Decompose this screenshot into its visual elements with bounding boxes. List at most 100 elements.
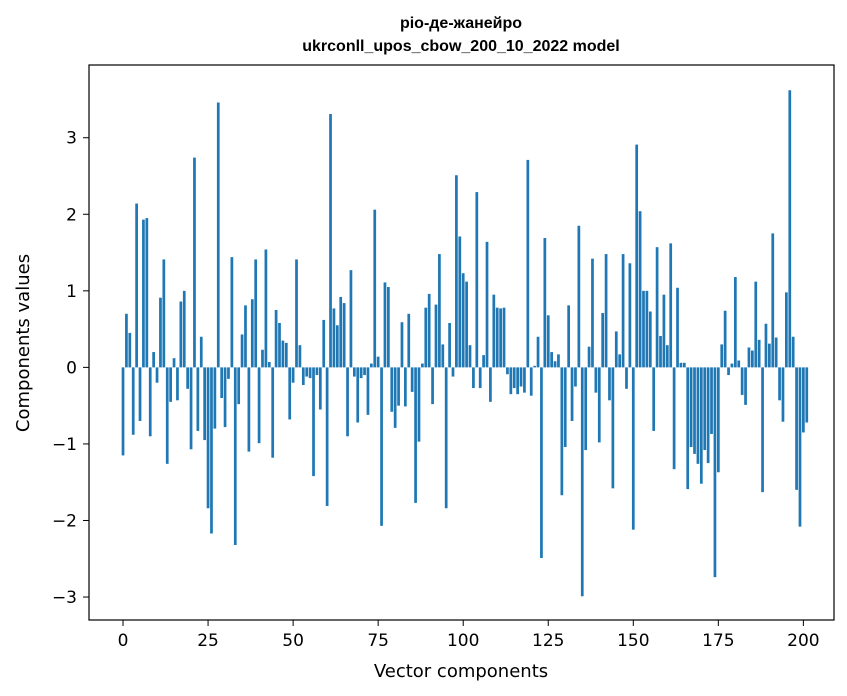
bar-169 — [696, 367, 700, 464]
bar-52 — [298, 345, 302, 368]
bar-183 — [744, 367, 747, 405]
bar-54 — [305, 367, 309, 377]
x-tick-label: 150 — [617, 631, 649, 651]
bar-179 — [730, 363, 734, 368]
bar-79 — [390, 367, 394, 412]
bar-103 — [472, 367, 475, 389]
bar-120 — [529, 367, 533, 396]
bar-22 — [196, 367, 200, 431]
bar-86 — [414, 367, 417, 503]
x-axis-ticks: 0 25 50 75 100 125 150 175 200 — [118, 620, 820, 651]
bar-133 — [574, 367, 577, 387]
bar-95 — [444, 367, 448, 509]
bar-87 — [417, 367, 421, 442]
bar-40 — [257, 367, 261, 444]
x-tick-label: 0 — [118, 631, 129, 651]
bar-184 — [747, 347, 751, 368]
bar-116 — [516, 367, 519, 395]
bar-112 — [502, 307, 506, 368]
bar-152 — [638, 211, 642, 368]
bar-45 — [274, 309, 278, 368]
bar-80 — [393, 367, 397, 428]
bar-7 — [145, 218, 149, 368]
bar-4 — [135, 203, 138, 368]
bar-13 — [165, 367, 169, 464]
bar-81 — [397, 367, 400, 406]
bar-115 — [512, 367, 516, 389]
x-tick-label: 200 — [787, 631, 819, 651]
bar-43 — [267, 362, 271, 368]
bars-group — [121, 90, 809, 597]
bar-187 — [757, 339, 761, 368]
bar-15 — [172, 358, 176, 368]
bar-82 — [400, 322, 404, 368]
bar-42 — [264, 249, 268, 368]
bar-186 — [754, 281, 758, 368]
y-tick-label: −3 — [52, 588, 77, 608]
bar-166 — [686, 367, 690, 490]
bar-174 — [713, 367, 717, 578]
bar-41 — [261, 349, 264, 368]
bar-144 — [611, 367, 615, 489]
bar-172 — [706, 367, 710, 464]
bar-70 — [359, 367, 363, 379]
bar-197 — [791, 336, 795, 368]
bar-60 — [325, 367, 329, 506]
bar-104 — [475, 192, 479, 368]
bar-96 — [448, 322, 451, 368]
bar-114 — [509, 367, 513, 395]
bar-113 — [506, 367, 509, 375]
bar-167 — [689, 367, 693, 447]
bar-73 — [369, 363, 373, 368]
bar-29 — [220, 367, 224, 398]
bar-102 — [468, 345, 472, 368]
x-tick-label: 175 — [702, 631, 734, 651]
bar-119 — [526, 159, 530, 368]
bar-74 — [373, 209, 377, 368]
bar-11 — [159, 297, 162, 368]
bar-126 — [550, 352, 554, 368]
bar-93 — [438, 254, 441, 368]
chart-subtitle: ukrconll_upos_cbow_200_10_2022 model — [302, 38, 619, 55]
bar-62 — [332, 308, 336, 368]
bar-108 — [489, 367, 492, 402]
bar-71 — [363, 367, 366, 376]
bar-26 — [210, 367, 213, 534]
x-tick-label: 125 — [532, 631, 564, 651]
bar-149 — [628, 263, 632, 368]
bar-51 — [295, 259, 298, 368]
bar-160 — [665, 345, 669, 368]
bar-199 — [798, 367, 802, 527]
bar-37 — [247, 367, 251, 452]
bar-175 — [716, 367, 720, 473]
bar-201 — [805, 367, 809, 423]
bar-181 — [737, 360, 741, 368]
bar-85 — [410, 367, 414, 392]
bar-39 — [254, 259, 258, 368]
bar-97 — [451, 367, 455, 377]
bar-170 — [699, 367, 703, 484]
bar-110 — [495, 307, 499, 368]
bar-154 — [645, 290, 649, 368]
bar-68 — [352, 367, 356, 377]
bar-49 — [288, 367, 292, 420]
bar-57 — [315, 367, 319, 376]
bar-55 — [308, 367, 312, 379]
bar-118 — [523, 367, 526, 393]
bar-140 — [597, 367, 601, 443]
bar-121 — [533, 365, 536, 368]
bar-117 — [519, 367, 523, 387]
bar-76 — [380, 367, 383, 526]
bar-153 — [642, 290, 645, 368]
bar-134 — [577, 225, 581, 368]
bar-24 — [203, 367, 207, 441]
chart-title: ріо-де-жанейро — [400, 15, 522, 32]
bar-72 — [366, 367, 370, 415]
plot-frame — [88, 64, 835, 621]
bar-48 — [284, 342, 288, 368]
bar-182 — [740, 367, 744, 395]
bar-135 — [580, 367, 584, 597]
bar-156 — [652, 367, 656, 431]
bar-128 — [557, 354, 560, 368]
